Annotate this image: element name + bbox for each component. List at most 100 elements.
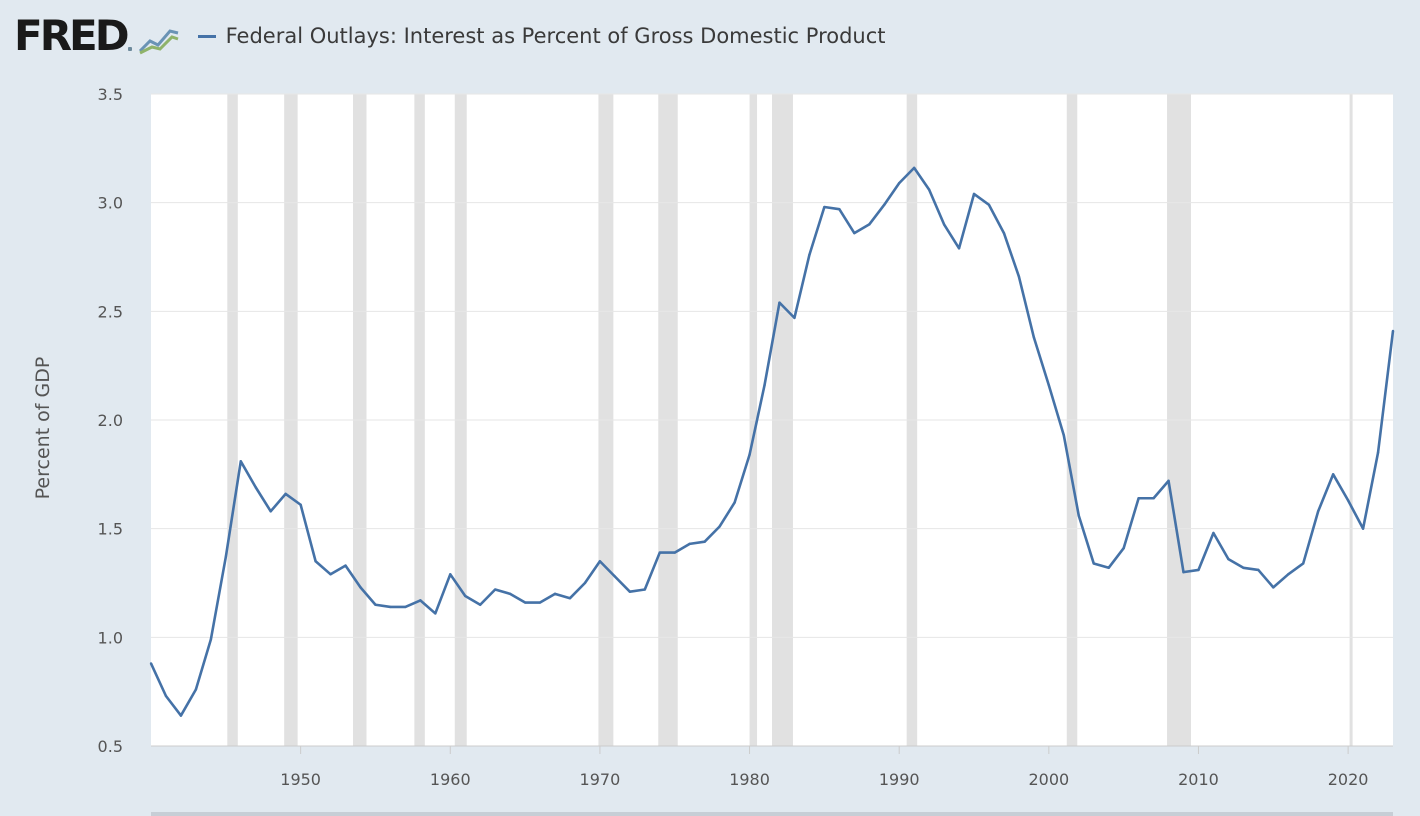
data-point	[329, 573, 332, 576]
x-tick-label: 1970	[580, 770, 621, 789]
data-point	[359, 586, 362, 589]
data-point	[419, 599, 422, 602]
fred-logo[interactable]: FRED	[14, 15, 180, 57]
data-point	[194, 688, 198, 691]
data-point	[254, 486, 257, 489]
y-axis-title: Percent of GDP	[32, 357, 54, 500]
range-navigator[interactable]	[151, 812, 1393, 816]
data-point	[1182, 570, 1185, 574]
data-point	[733, 501, 736, 504]
data-point	[1032, 336, 1036, 339]
data-point	[957, 247, 961, 250]
data-point	[434, 612, 437, 615]
data-point	[868, 223, 871, 226]
data-point	[808, 253, 811, 257]
data-point	[987, 203, 991, 207]
x-tick-label: 2020	[1328, 770, 1369, 789]
data-point	[164, 694, 168, 698]
data-point	[763, 384, 766, 387]
data-point	[538, 601, 542, 604]
data-point	[493, 588, 497, 591]
data-point	[314, 560, 317, 563]
y-tick-label: 2.0	[98, 411, 123, 430]
logo-dot	[127, 47, 132, 51]
chart-header: FRED Federal Outlays: Interest as Percen…	[14, 10, 886, 62]
data-point	[299, 503, 302, 506]
x-axis-ticks: 1950 1960 1970 1980 1990 2000 2010 2020	[280, 746, 1368, 789]
y-tick-label: 1.0	[98, 628, 123, 647]
series-line	[149, 166, 1395, 717]
data-point	[718, 525, 721, 528]
data-point	[1227, 557, 1230, 561]
data-point	[1122, 547, 1125, 550]
y-tick-label: 2.5	[98, 302, 123, 321]
data-point	[1272, 586, 1275, 589]
data-point	[1242, 566, 1245, 569]
data-point	[508, 592, 512, 596]
data-point	[1316, 510, 1320, 513]
y-axis-ticks: 0.5 1.0 1.5 2.0 2.5 3.0 3.5	[98, 85, 123, 756]
series-layer	[149, 166, 1395, 717]
x-tick-label: 1990	[879, 770, 920, 789]
x-tick-label: 1980	[729, 770, 770, 789]
data-point	[284, 492, 287, 496]
fred-logo-text: FRED	[14, 11, 130, 60]
data-point	[628, 590, 632, 593]
data-point	[209, 638, 213, 641]
data-point	[673, 551, 676, 554]
x-tick-label: 2010	[1178, 770, 1219, 789]
data-point	[912, 166, 916, 170]
data-point	[1346, 499, 1350, 502]
y-tick-label: 3.0	[98, 194, 123, 213]
data-point	[523, 601, 527, 604]
fred-graph-icon	[138, 29, 179, 55]
data-point	[1152, 497, 1155, 500]
data-point	[224, 555, 228, 559]
data-point	[1287, 573, 1290, 576]
data-point	[1197, 568, 1200, 572]
data-point	[1077, 514, 1080, 517]
x-tick-label: 1960	[430, 770, 471, 789]
y-tick-label: 1.5	[98, 520, 123, 539]
y-tick-label: 0.5	[98, 737, 123, 756]
data-point	[1376, 451, 1380, 454]
data-point	[778, 301, 781, 304]
data-point	[688, 542, 691, 546]
data-point	[1391, 329, 1395, 333]
legend: Federal Outlays: Interest as Percent of …	[197, 24, 886, 48]
data-point	[149, 662, 153, 665]
data-point	[643, 588, 647, 591]
data-point	[1017, 275, 1021, 278]
data-point	[883, 203, 886, 207]
legend-label: Federal Outlays: Interest as Percent of …	[225, 24, 886, 48]
data-point	[927, 188, 931, 191]
data-point	[598, 560, 602, 563]
data-point	[703, 540, 706, 543]
gridlines	[151, 93, 1393, 747]
data-point	[942, 223, 946, 226]
data-point	[1302, 562, 1305, 565]
data-point	[823, 205, 826, 209]
data-point	[1167, 479, 1170, 483]
data-point	[479, 603, 482, 606]
x-tick-label: 2000	[1028, 770, 1069, 789]
data-point	[1092, 562, 1095, 565]
data-point	[568, 597, 572, 600]
data-point	[748, 453, 751, 456]
legend-swatch	[197, 34, 216, 38]
data-point	[658, 551, 661, 554]
data-point	[553, 592, 557, 596]
data-point	[449, 573, 452, 576]
y-tick-label: 3.5	[98, 85, 123, 104]
data-point	[897, 181, 901, 185]
data-point	[344, 564, 347, 567]
data-point	[374, 603, 377, 606]
data-point	[179, 714, 183, 717]
data-point	[1257, 568, 1260, 572]
data-point	[1212, 531, 1215, 535]
data-point	[613, 575, 617, 578]
data-point	[1137, 497, 1140, 500]
data-point	[1107, 566, 1110, 569]
data-point	[1062, 434, 1065, 437]
